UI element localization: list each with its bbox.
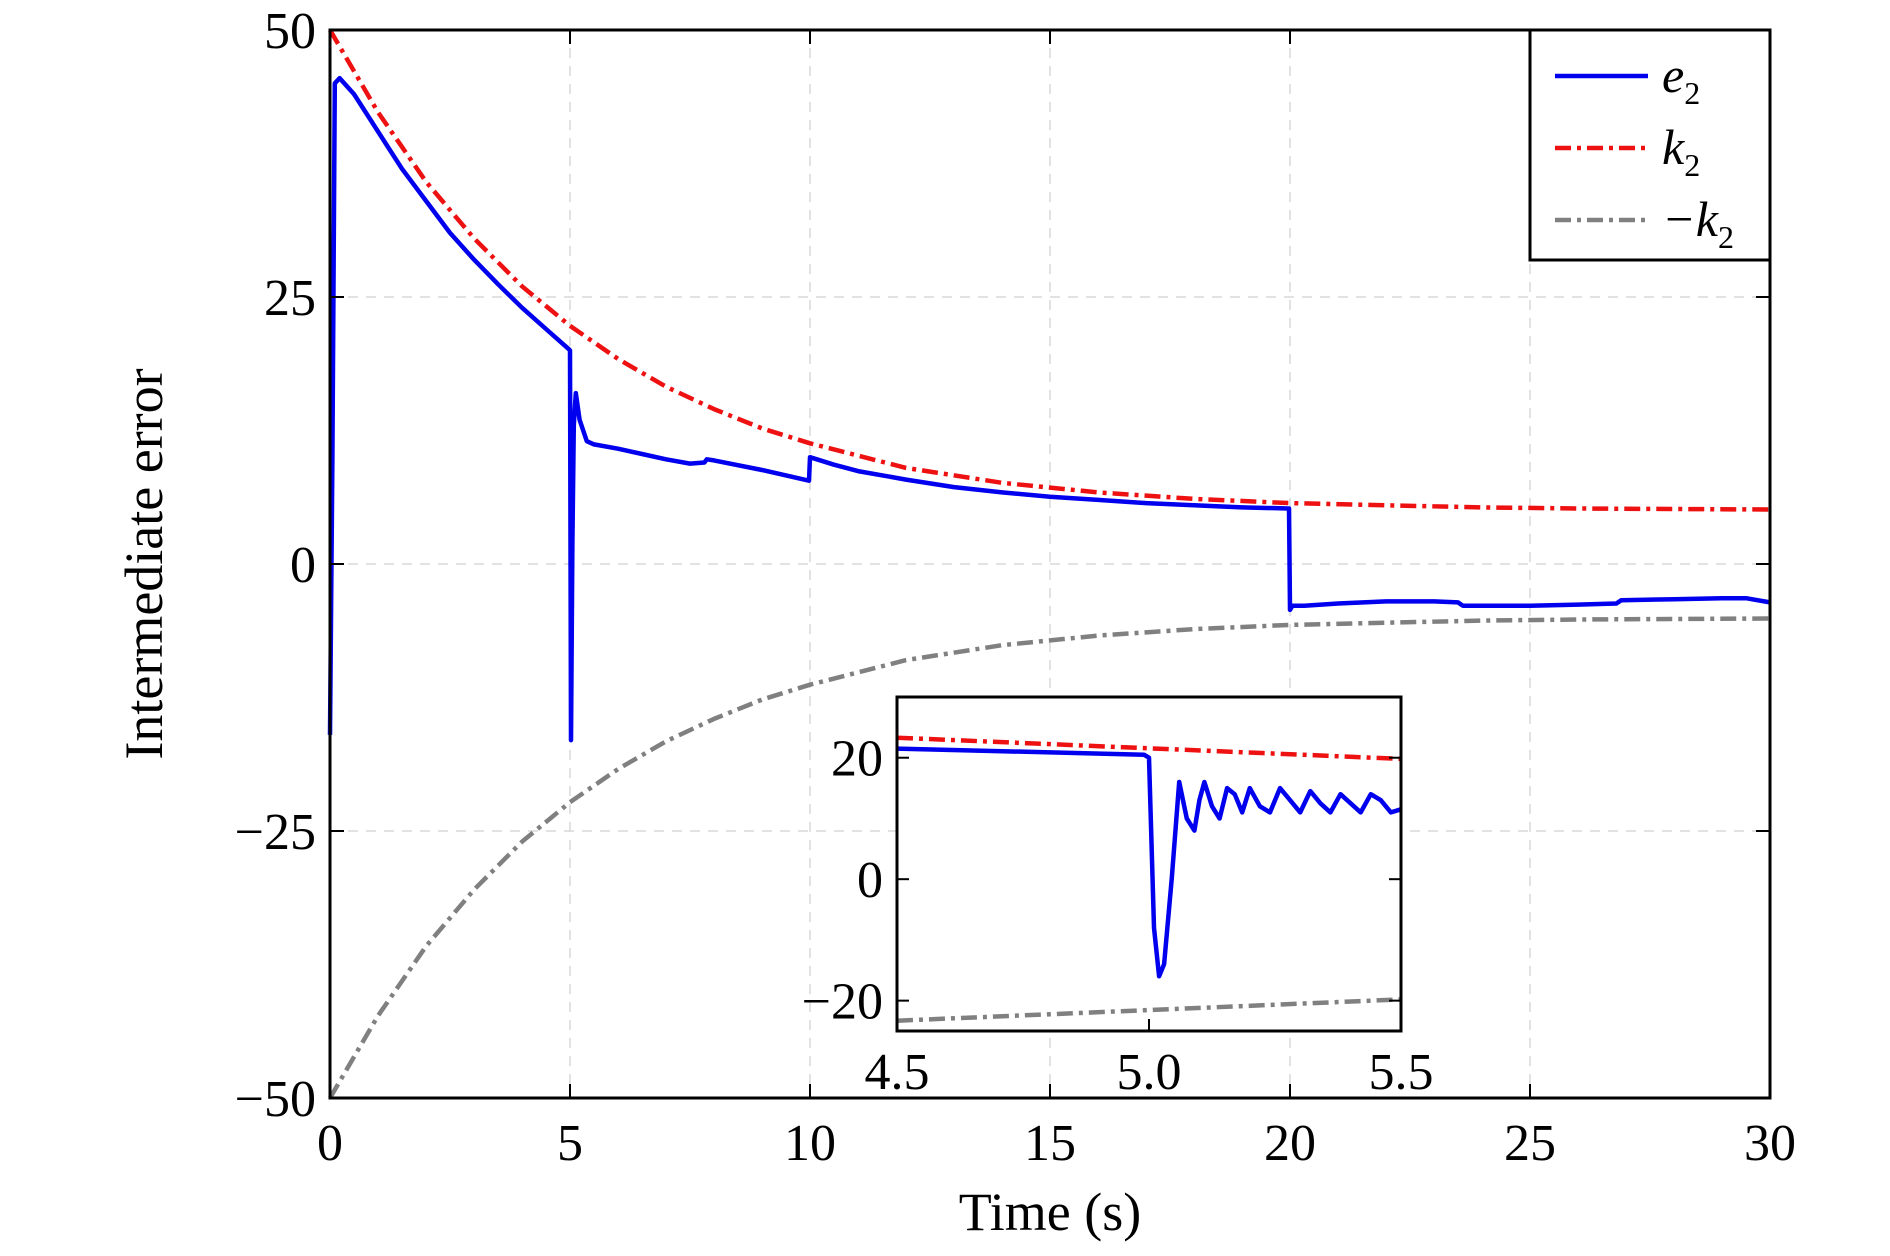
inset-series-line-0 <box>896 746 1402 979</box>
inset-chart: 4.5 5.0 5.5 −20 0 20 <box>802 695 1434 1101</box>
y-tick-label: −25 <box>235 804 316 861</box>
x-tick-label: 25 <box>1504 1115 1556 1172</box>
x-tick-label: 10 <box>784 1115 836 1172</box>
y-axis-label: Intermediate error <box>114 368 174 759</box>
x-tick-label: 15 <box>1024 1115 1076 1172</box>
inset-y-tick-label: 20 <box>831 731 883 788</box>
inset-background <box>897 697 1401 1031</box>
x-axis-label: Time (s) <box>959 1182 1142 1242</box>
inset-series-line-1 <box>896 735 1402 762</box>
inset-y-tick-label: 0 <box>857 852 883 909</box>
inset-series-line-2 <box>896 997 1402 1023</box>
x-tick-label: 30 <box>1744 1115 1796 1172</box>
x-tick-label: 5 <box>557 1115 583 1172</box>
legend-label-e2: e2 <box>1662 47 1700 111</box>
x-tick-label: 20 <box>1264 1115 1316 1172</box>
inset-series <box>896 735 1402 1023</box>
y-tick-label: −50 <box>235 1071 316 1128</box>
x-tick-label: 0 <box>317 1115 343 1172</box>
inset-x-tick-label: 4.5 <box>865 1044 930 1101</box>
series-line-2 <box>328 616 1771 1100</box>
legend: e2 k2 −k2 <box>1528 28 1772 262</box>
main-series <box>327 28 1771 1100</box>
y-tick-label: 0 <box>290 537 316 594</box>
y-tick-label: 50 <box>264 3 316 60</box>
legend-label-neg-k2: −k2 <box>1662 191 1734 255</box>
inset-x-tick-label: 5.0 <box>1117 1044 1182 1101</box>
main-ticks: 0 5 10 15 20 25 30 −50 −25 0 25 50 <box>235 3 1796 1172</box>
series-line-1 <box>328 28 1771 512</box>
legend-label-k2: k2 <box>1662 119 1700 183</box>
inset-y-tick-label: −20 <box>802 974 883 1031</box>
inset-ticks: 4.5 5.0 5.5 −20 0 20 <box>802 731 1434 1101</box>
inset-x-tick-label: 5.5 <box>1369 1044 1434 1101</box>
y-tick-label: 25 <box>264 270 316 327</box>
legend-box <box>1528 28 1772 262</box>
series-line-0 <box>327 75 1771 743</box>
